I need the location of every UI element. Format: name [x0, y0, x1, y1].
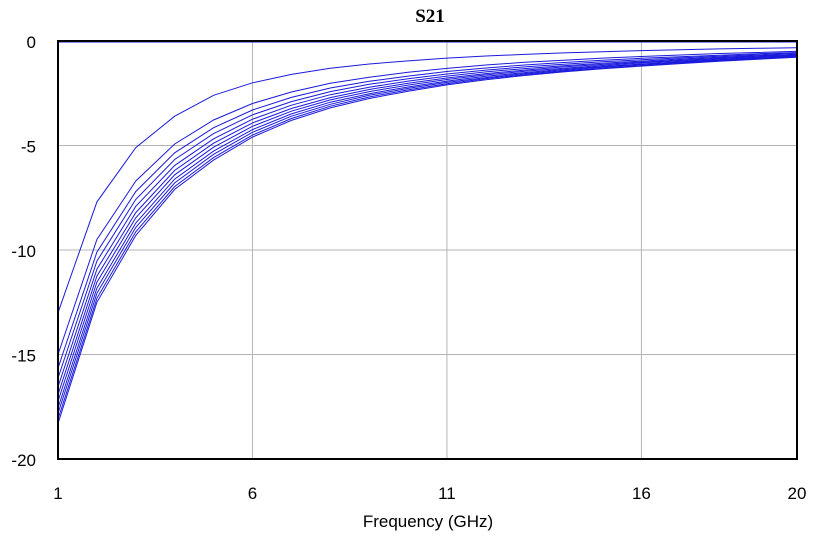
- plot-frame: [57, 40, 798, 460]
- grid: [58, 41, 797, 459]
- y-tick-label: -15: [11, 347, 36, 366]
- y-tick-labels: 0 -5 -10 -15 -20: [11, 33, 36, 470]
- series-line-c10: [57, 56, 798, 420]
- x-axis-label: Frequency (GHz): [363, 512, 493, 531]
- series-line-c7: [57, 54, 798, 402]
- series-line-c6: [57, 54, 798, 395]
- series-line-c8: [57, 55, 798, 409]
- y-tick-label: -20: [11, 451, 36, 470]
- series-lines: [57, 41, 798, 424]
- series-line-c4: [57, 52, 798, 379]
- chart-title: S21: [415, 6, 445, 27]
- series-line-c1: [57, 47, 798, 313]
- x-tick-labels: 1 6 11 16 20: [53, 484, 806, 503]
- x-tick-label: 6: [248, 484, 257, 503]
- y-tick-label: 0: [27, 33, 36, 52]
- y-tick-label: -10: [11, 242, 36, 261]
- series-line-c2: [57, 50, 798, 355]
- x-tick-label: 16: [632, 484, 651, 503]
- x-tick-label: 20: [788, 484, 807, 503]
- x-tick-label: 1: [53, 484, 62, 503]
- series-line-c11: [57, 56, 798, 424]
- y-tick-label: -5: [21, 138, 36, 157]
- series-line-c3: [57, 52, 798, 369]
- series-line-c5: [57, 53, 798, 388]
- series-line-c9: [57, 56, 798, 414]
- x-tick-label: 11: [438, 484, 456, 503]
